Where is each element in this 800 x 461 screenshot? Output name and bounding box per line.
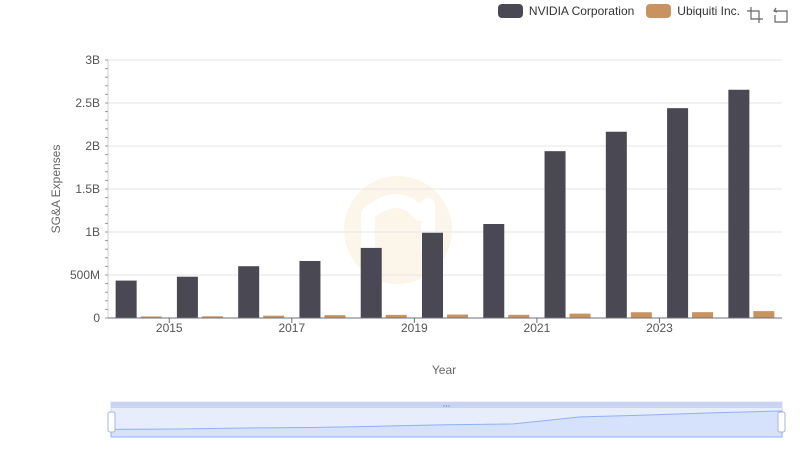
x-tick-label: 2023 [646,321,673,335]
bar-nvidia[interactable] [176,276,198,318]
y-tick-label: 3B [85,53,100,67]
bar-nvidia[interactable] [360,247,382,318]
bar-ubiquiti[interactable] [385,314,407,318]
x-tick-label: 2019 [401,321,428,335]
bar-nvidia[interactable] [238,266,260,318]
slider-area [110,410,783,438]
legend: NVIDIA Corporation Ubiquiti Inc. [497,4,740,18]
bar-ubiquiti[interactable] [569,313,591,318]
restore-icon[interactable] [772,6,790,24]
bar-nvidia[interactable] [115,280,137,318]
bar-nvidia[interactable] [728,89,750,318]
slider-grip-icon[interactable] [443,405,450,407]
x-tick-label: 2017 [278,321,305,335]
legend-label-ubiquiti: Ubiquiti Inc. [677,4,740,18]
zoom-icon[interactable] [746,6,764,24]
toolbox [746,6,790,24]
bar-ubiquiti[interactable] [692,312,714,318]
x-tick-label: 2021 [524,321,551,335]
bars [115,89,775,318]
bar-nvidia[interactable] [667,108,689,318]
legend-item-ubiquiti[interactable]: Ubiquiti Inc. [646,4,740,18]
y-tick-label: 500M [70,268,100,282]
bar-ubiquiti[interactable] [140,316,162,318]
bar-ubiquiti[interactable] [263,315,285,318]
bar-nvidia[interactable] [605,131,627,318]
x-tick-label: 2015 [156,321,183,335]
bar-ubiquiti[interactable] [753,311,775,318]
y-tick-label: 1.5B [75,182,100,196]
bar-nvidia[interactable] [483,224,505,318]
legend-swatch-ubiquiti [646,4,672,18]
legend-swatch-nvidia [497,4,523,18]
bar-ubiquiti[interactable] [630,312,652,318]
x-axis: 2015 2017 2019 2021 2023 [108,317,782,335]
bar-ubiquiti[interactable] [201,316,223,318]
data-zoom-slider[interactable] [107,401,786,438]
slider-handle-left[interactable] [107,411,116,433]
bar-ubiquiti[interactable] [508,314,530,318]
bar-nvidia[interactable] [422,232,443,318]
bar-nvidia[interactable] [544,151,566,318]
y-tick-label: 2B [85,139,100,153]
x-axis-label: Year [432,363,456,377]
y-tick-label: 0 [93,311,100,325]
bar-nvidia[interactable] [299,260,321,318]
y-tick-label: 1B [85,225,100,239]
y-axis-label: SG&A Expenses [49,145,63,234]
bar-ubiquiti[interactable] [447,314,468,318]
legend-item-nvidia[interactable]: NVIDIA Corporation [497,4,635,18]
y-axis: 0 500M 1B 1.5B 2B 2.5B 3B [70,53,109,325]
slider-handle-right[interactable] [777,411,786,433]
y-tick-label: 2.5B [75,96,100,110]
legend-label-nvidia: NVIDIA Corporation [528,4,635,18]
bar-ubiquiti[interactable] [324,315,346,318]
